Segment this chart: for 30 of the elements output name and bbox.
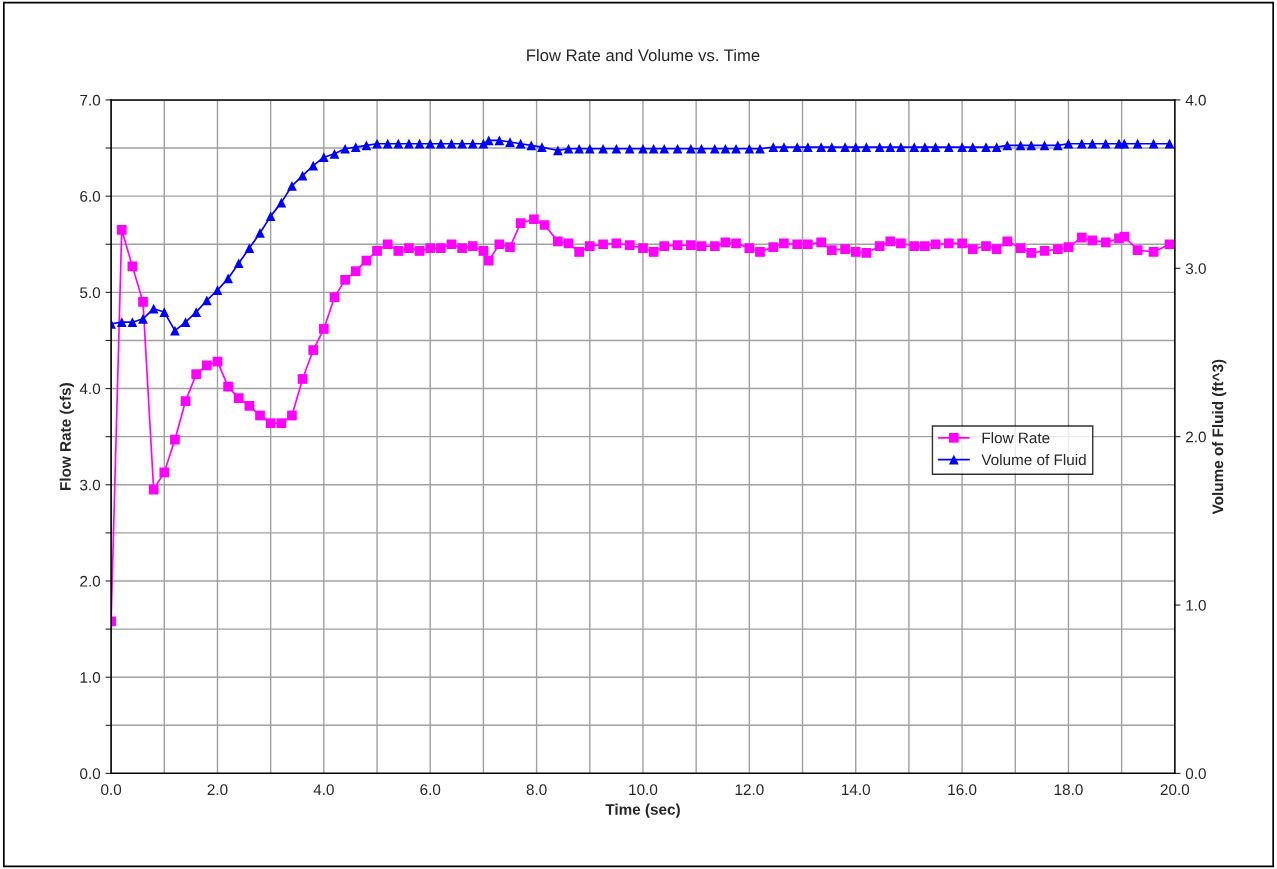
x-tick-label: 16.0 bbox=[948, 784, 977, 796]
x-tick-label: 4.0 bbox=[313, 784, 334, 796]
legend-label: Flow Rate bbox=[982, 432, 1050, 444]
y2-tick-label: 0.0 bbox=[1185, 768, 1206, 780]
x-tick-label: 0.0 bbox=[101, 784, 122, 796]
x-tick-label: 14.0 bbox=[842, 784, 870, 796]
x-tick-label: 18.0 bbox=[1054, 784, 1083, 796]
y-tick-label: 2.0 bbox=[80, 575, 101, 587]
y2-tick-label: 1.0 bbox=[1186, 599, 1206, 611]
x-tick-label: 10.0 bbox=[629, 784, 658, 796]
y2-axis-title: Volume of Fluid (ft^3) bbox=[1212, 359, 1227, 515]
y2-tick-label: 2.0 bbox=[1186, 431, 1206, 443]
chart-title: Flow Rate and Volume vs. Time bbox=[527, 48, 760, 62]
x-tick-label: 8.0 bbox=[526, 784, 547, 796]
y-tick-label: 0.0 bbox=[80, 768, 101, 780]
y-axis-title: Flow Rate (cfs) bbox=[59, 383, 74, 490]
y-tick-label: 6.0 bbox=[80, 191, 101, 202]
y2-tick-label: 4.0 bbox=[1185, 94, 1206, 106]
y2-tick-label: 3.0 bbox=[1185, 263, 1206, 274]
x-tick-label: 20.0 bbox=[1160, 784, 1190, 796]
x-axis-title: Time (sec) bbox=[605, 803, 680, 818]
x-tick-label: 12.0 bbox=[735, 784, 764, 796]
y-tick-label: 7.0 bbox=[80, 94, 101, 106]
y-tick-label: 5.0 bbox=[80, 287, 101, 299]
x-tick-label: 6.0 bbox=[420, 784, 441, 796]
y-tick-label: 3.0 bbox=[80, 479, 101, 491]
y-tick-label: 1.0 bbox=[80, 672, 101, 683]
legend-label: Volume of Fluid bbox=[981, 453, 1086, 466]
x-tick-label: 2.0 bbox=[207, 784, 228, 796]
y-tick-label: 4.0 bbox=[79, 383, 101, 395]
